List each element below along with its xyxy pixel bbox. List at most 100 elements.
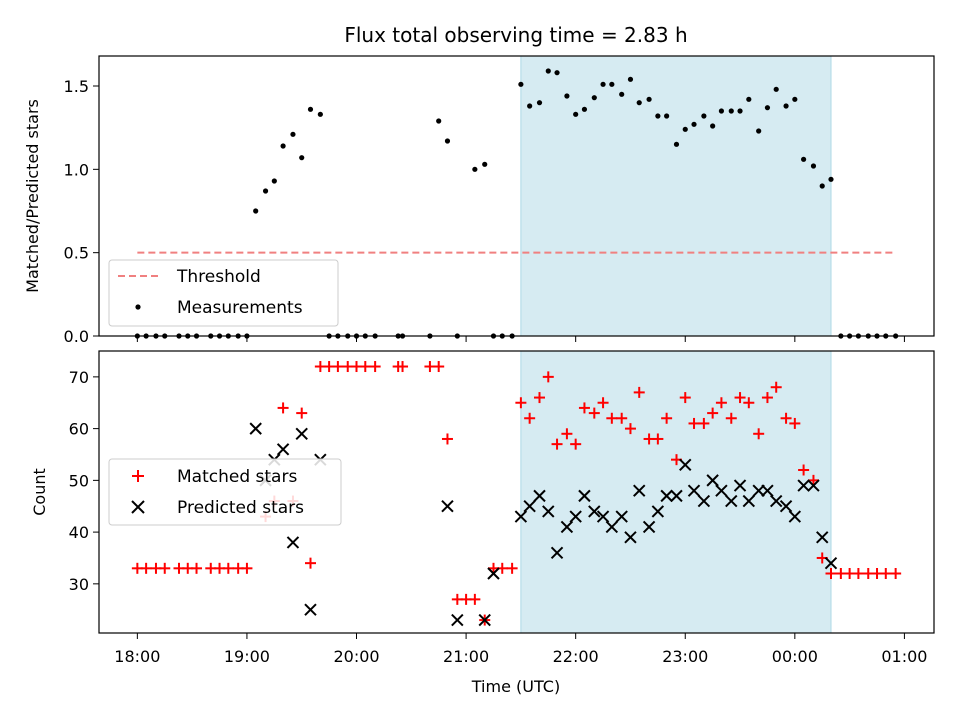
measurement-point	[271, 178, 277, 184]
predicted-star-point	[249, 422, 262, 435]
predicted-star-point	[624, 531, 637, 544]
predicted-legend-label: Predicted stars	[177, 498, 304, 518]
matched-star-point	[807, 474, 819, 486]
matched-star-point	[506, 562, 518, 574]
measurement-point	[682, 126, 688, 132]
matched-star-point	[734, 392, 746, 404]
matched-legend-label: Matched stars	[177, 467, 297, 487]
predicted-star-stroke	[779, 500, 793, 513]
matched-star-point	[661, 412, 673, 424]
predicted-legend-marker	[131, 500, 145, 514]
matched-star-point	[798, 464, 810, 476]
bottom-y-tick-label: 40	[69, 523, 89, 542]
matched-star-point	[369, 361, 381, 373]
predicted-star-stroke	[596, 510, 610, 523]
predicted-star-point	[560, 520, 574, 534]
predicted-star-point	[752, 484, 765, 497]
predicted-star-stroke	[725, 494, 738, 508]
matched-star-point	[698, 417, 710, 429]
matched-star-point	[222, 562, 234, 574]
predicted-star-point	[769, 494, 783, 508]
measurement-point	[564, 93, 570, 99]
matched-star-point	[191, 562, 203, 574]
predicted-star-stroke	[742, 494, 756, 508]
predicted-star-point	[304, 603, 317, 616]
bottom-y-tick-label: 50	[69, 471, 89, 490]
threshold-legend-label: Threshold	[176, 267, 261, 287]
bottom-window-band	[520, 350, 832, 634]
predicted-star-stroke	[605, 520, 619, 534]
matched-star-point	[524, 412, 536, 424]
matched-star-point	[397, 361, 409, 373]
predicted-star-point	[276, 443, 290, 456]
measurement-point	[482, 161, 488, 167]
measurement-point	[828, 176, 834, 182]
bottom-x-tick-label: 21:00	[443, 647, 489, 666]
matched-star-point	[633, 386, 645, 398]
predicted-star-stroke	[523, 500, 536, 513]
matched-star-point	[707, 407, 719, 419]
measurement-point	[728, 108, 734, 114]
matched-star-point	[652, 433, 664, 445]
matched-star-point	[825, 567, 837, 579]
top-legend[interactable]: Threshold Measurements	[108, 259, 339, 327]
bottom-legend[interactable]: Matched stars Predicted stars	[108, 458, 342, 526]
bottom-x-tick-label: 01:00	[881, 647, 927, 666]
predicted-star-stroke	[670, 489, 683, 503]
predicted-star-stroke	[687, 484, 701, 497]
top-y-axis-label: Matched/Predicted stars	[23, 99, 42, 293]
matched-star-point	[570, 438, 582, 450]
measurement-point	[737, 108, 743, 114]
measurement-point	[773, 86, 779, 92]
bottom-y-tick-label: 30	[69, 575, 89, 594]
measurement-point	[756, 128, 762, 134]
measurement-point	[253, 208, 259, 214]
predicted-star-stroke	[788, 510, 802, 523]
measurement-point	[746, 96, 752, 102]
predicted-star-point	[651, 505, 665, 518]
predicted-star-stroke	[824, 556, 838, 570]
predicted-star-point	[807, 479, 820, 492]
predicted-star-stroke	[761, 484, 774, 497]
measurement-point	[545, 68, 551, 74]
measurements-legend-label: Measurements	[177, 298, 303, 318]
matched-star-point	[469, 593, 481, 605]
measurement-point	[718, 108, 725, 114]
predicted-star-point	[733, 479, 747, 492]
predicted-star-stroke	[295, 427, 308, 440]
matched-star-point	[551, 438, 563, 450]
predicted-star-point	[441, 500, 454, 513]
top-legend-box	[108, 259, 339, 327]
bottom-x-tick-label: 18:00	[114, 647, 160, 666]
predicted-star-stroke	[706, 474, 719, 487]
predicted-star-point	[697, 494, 711, 508]
predicted-star-point	[542, 505, 555, 518]
measurement-point	[655, 113, 661, 119]
predicted-star-stroke	[660, 489, 673, 503]
predicted-star-stroke	[769, 494, 783, 508]
matched-star-point	[542, 371, 554, 383]
measurement-point	[436, 118, 442, 124]
matched-star-point	[761, 392, 773, 404]
top-y-tick-label: 1.5	[64, 77, 89, 96]
measurement-point	[600, 81, 606, 87]
matched-star-point	[770, 381, 782, 393]
bottom-y-tick-label: 60	[69, 420, 89, 439]
measurement-point	[627, 76, 634, 82]
predicted-star-stroke	[514, 510, 528, 523]
predicted-star-stroke	[578, 489, 591, 503]
matched-star-point	[441, 433, 453, 445]
top-y-tick-label: 1.0	[64, 160, 89, 179]
predicted-star-point	[824, 556, 838, 570]
predicted-star-point	[514, 510, 528, 523]
measurement-point	[810, 163, 817, 169]
predicted-star-stroke	[816, 531, 829, 544]
measurement-point	[299, 155, 305, 161]
predicted-star-stroke	[276, 443, 290, 456]
predicted-star-stroke	[679, 458, 692, 472]
matched-star-point	[725, 412, 737, 424]
predicted-star-stroke	[550, 546, 564, 560]
measurement-point	[591, 95, 597, 101]
measurement-point	[262, 188, 269, 194]
bottom-legend-box	[108, 458, 342, 526]
